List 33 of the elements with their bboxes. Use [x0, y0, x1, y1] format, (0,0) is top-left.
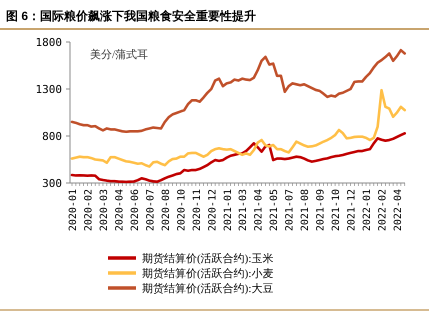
- legend-label: 期货结算价(活跃合约):玉米: [142, 252, 274, 265]
- x-tick-label: 2020-01: [68, 189, 79, 232]
- legend-label: 期货结算价(活跃合约):大豆: [142, 282, 274, 295]
- x-tick-label: 2021-04: [254, 189, 265, 232]
- chart-title: 图 6：国际粮价飙涨下我国粮食安全重要性提升: [6, 9, 256, 23]
- x-tick-label: 2020-12: [207, 189, 218, 232]
- x-tick-label: 2020-03: [98, 189, 110, 232]
- y-tick-label: 1300: [36, 83, 62, 96]
- x-tick-label: 2021-03: [238, 189, 250, 232]
- x-tick-label: 2021-09: [316, 189, 327, 232]
- x-tick-label: 2022-02: [378, 189, 389, 232]
- x-tick-label: 2021-01: [222, 189, 234, 232]
- legend-label: 期货结算价(活跃合约):小麦: [142, 267, 274, 280]
- x-tick-label: 2020-02: [83, 189, 94, 232]
- x-tick-label: 2021-05: [269, 189, 280, 232]
- y-tick-label: 300: [42, 177, 62, 190]
- x-tick-label: 2021-07: [284, 189, 296, 232]
- x-tick-label: 2020-11: [192, 189, 203, 232]
- x-tick-label: 2020-06: [130, 189, 141, 232]
- x-tick-label: 2021-08: [300, 189, 312, 232]
- x-tick-label: 2022-04: [393, 189, 404, 232]
- line-series: [70, 88, 406, 168]
- y-tick-label: 1800: [36, 36, 62, 49]
- x-tick-label: 2020-07: [145, 189, 156, 232]
- y-axis-title: 美分/蒲式耳: [90, 48, 148, 61]
- x-tick-label: 2022-01: [362, 189, 374, 232]
- line-series: [70, 48, 406, 134]
- x-tick-label: 2021-10: [331, 189, 342, 232]
- x-tick-label: 2020-08: [160, 189, 172, 232]
- x-tick-label: 2021-12: [346, 189, 358, 232]
- y-tick-label: 800: [42, 130, 62, 143]
- x-tick-label: 2020-10: [176, 189, 188, 232]
- x-tick-label: 2020-04: [114, 189, 126, 232]
